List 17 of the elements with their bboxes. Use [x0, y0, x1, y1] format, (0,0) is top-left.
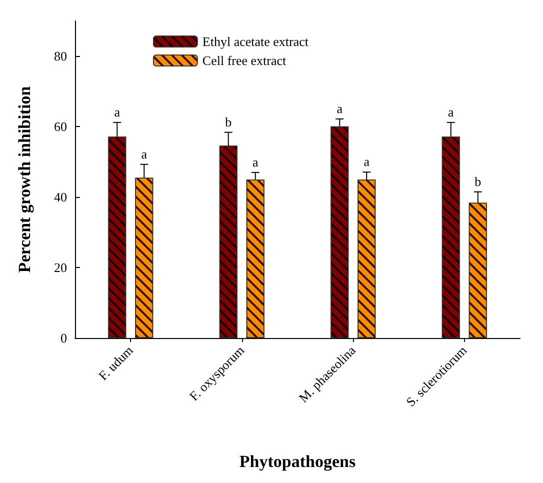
legend-label: Ethyl acetate extract — [202, 34, 309, 49]
y-tick-label: 40 — [54, 190, 67, 205]
y-tick-label: 0 — [60, 330, 67, 346]
legend-label: Cell free extract — [202, 53, 287, 68]
data-label: a — [364, 154, 370, 170]
data-label: a — [336, 100, 343, 116]
x-axis-title: Phytopathogens — [239, 452, 356, 471]
y-axis-title: Percent growth inhibition — [15, 86, 34, 273]
data-label: a — [252, 154, 258, 170]
y-tick-label: 60 — [54, 119, 67, 134]
data-label: a — [448, 104, 454, 120]
data-label: a — [141, 146, 148, 162]
y-tick-label: 80 — [54, 48, 67, 64]
data-label: b — [225, 114, 232, 130]
y-tick-label: 20 — [54, 260, 67, 276]
data-label: b — [474, 174, 482, 189]
data-label: a — [114, 104, 120, 120]
